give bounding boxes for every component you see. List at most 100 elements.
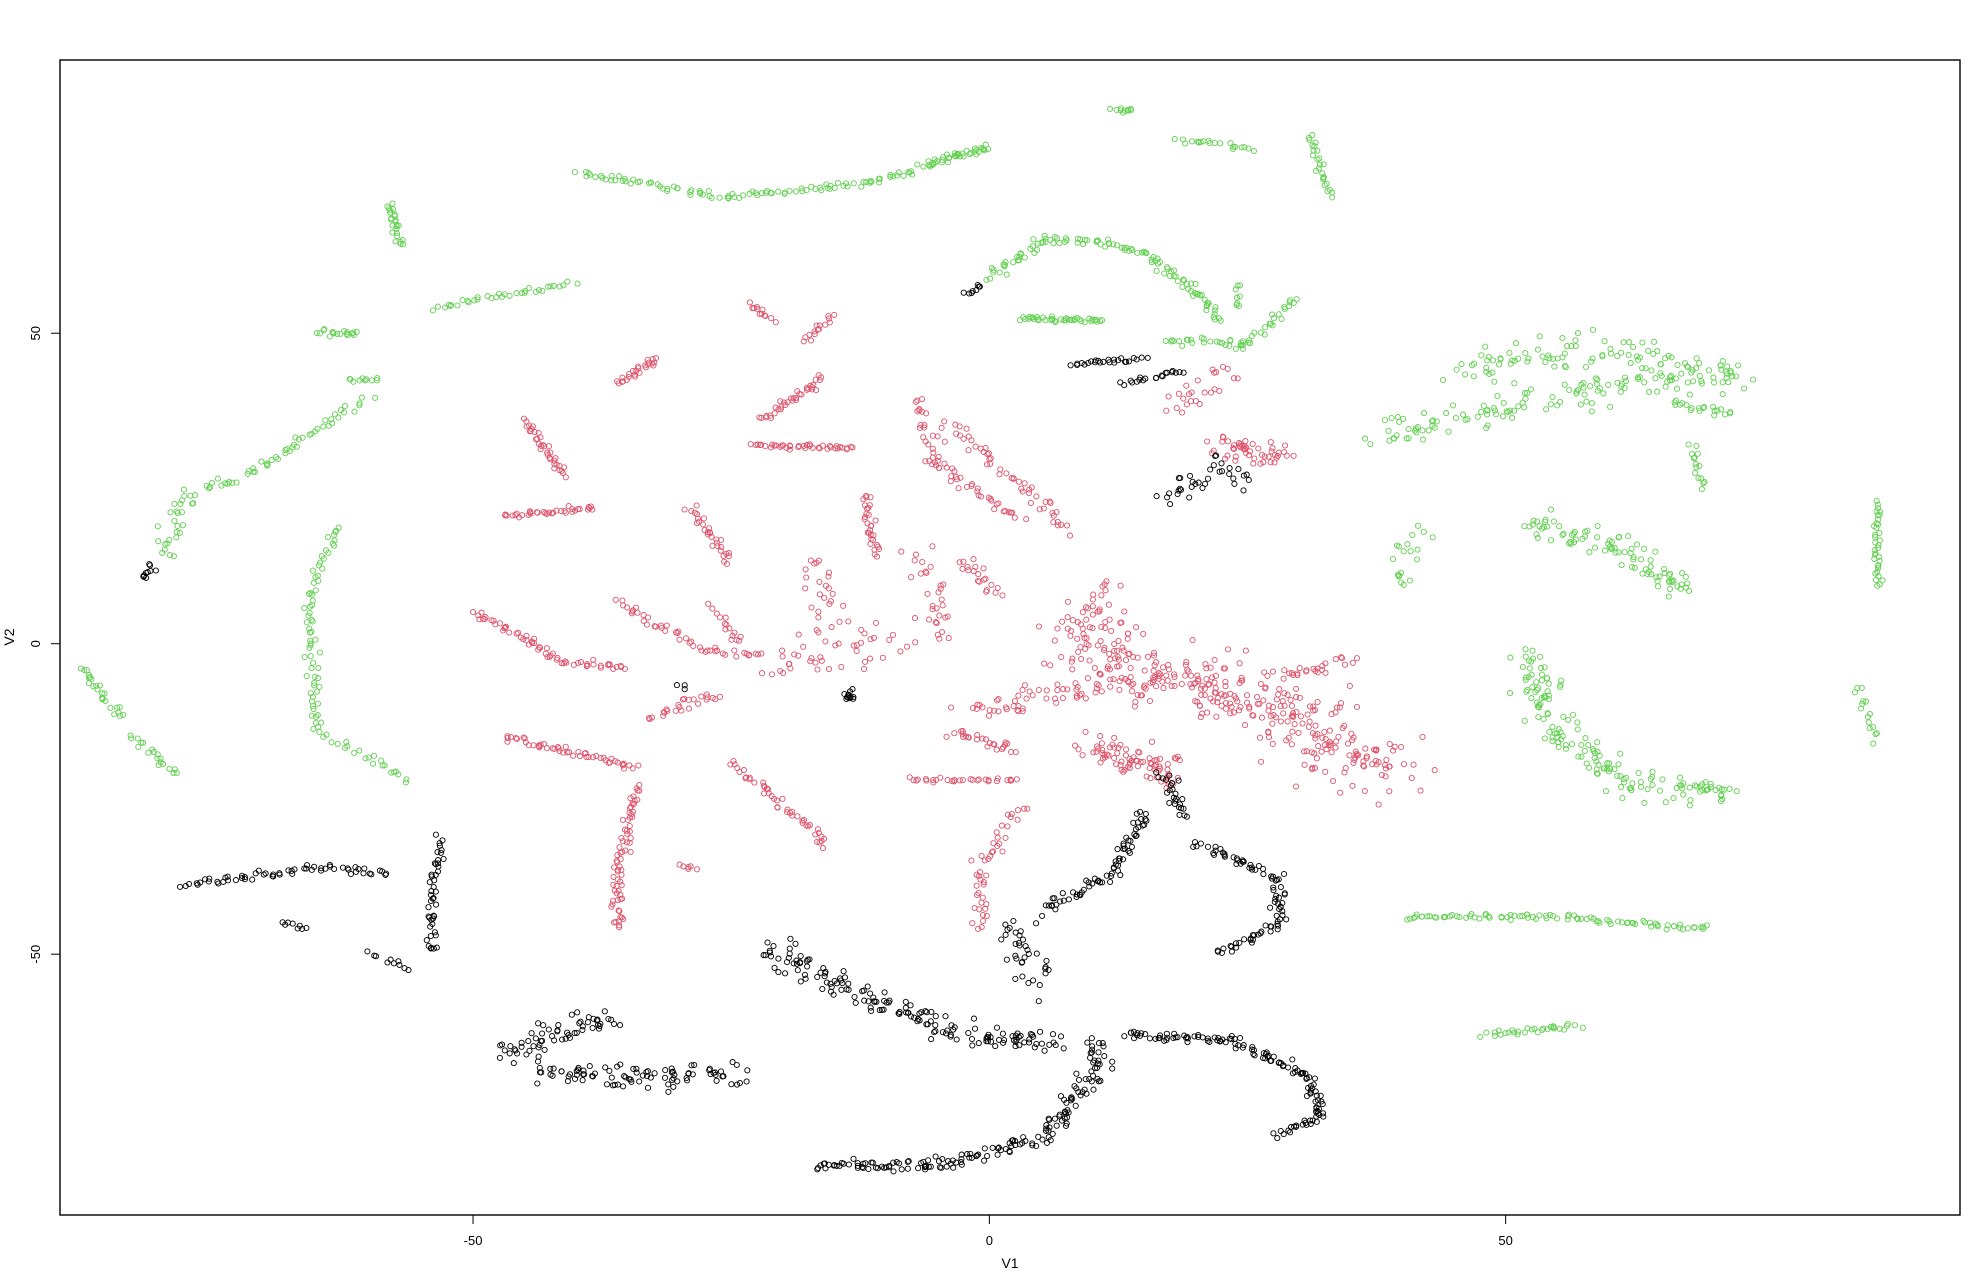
data-point: [969, 288, 976, 295]
data-point: [1670, 795, 1677, 802]
data-point: [614, 876, 621, 883]
data-point: [1257, 734, 1264, 741]
data-point: [1574, 719, 1581, 726]
data-point: [134, 735, 141, 742]
data-point: [1562, 742, 1569, 749]
data-point: [1029, 692, 1036, 699]
data-point: [1693, 365, 1700, 372]
data-point: [139, 739, 147, 746]
data-point: [1534, 346, 1542, 353]
data-point: [1572, 337, 1579, 344]
data-point: [1209, 366, 1216, 373]
data-point: [1064, 598, 1071, 605]
data-point: [523, 632, 530, 639]
data-point: [1118, 674, 1125, 681]
data-point: [1155, 672, 1162, 680]
data-point: [1511, 407, 1518, 414]
data-point: [1049, 1130, 1056, 1137]
data-point: [1323, 746, 1330, 753]
data-point: [1533, 531, 1540, 538]
data-point: [1089, 1043, 1096, 1050]
data-point: [1255, 445, 1262, 452]
data-point: [1188, 336, 1195, 343]
data-point: [938, 596, 945, 603]
data-point: [1875, 565, 1882, 572]
data-point: [1123, 746, 1130, 753]
cluster-2-19: [1210, 452, 1252, 494]
data-point: [736, 637, 743, 644]
data-point: [1153, 374, 1160, 381]
data-point: [1275, 311, 1282, 318]
data-point: [1053, 1122, 1060, 1129]
data-point: [1212, 304, 1219, 311]
data-point: [608, 172, 615, 179]
data-point: [1703, 787, 1710, 794]
data-point: [1122, 358, 1129, 365]
data-point: [922, 1166, 929, 1173]
data-point: [1097, 733, 1104, 740]
data-point: [344, 865, 351, 872]
data-point: [1251, 1052, 1258, 1059]
data-point: [1639, 339, 1646, 346]
data-point: [755, 651, 762, 658]
data-point: [1156, 763, 1163, 770]
data-point: [1166, 490, 1173, 497]
data-point: [1668, 373, 1675, 380]
data-point: [978, 852, 985, 859]
data-point: [1483, 368, 1490, 375]
data-point: [1589, 745, 1596, 753]
cluster-0-10: [1016, 313, 1106, 326]
data-point: [1577, 401, 1584, 408]
data-point: [1547, 911, 1554, 919]
data-point: [1539, 353, 1546, 360]
data-point: [429, 895, 436, 902]
data-point: [1066, 532, 1074, 539]
data-point: [1662, 799, 1669, 806]
data-point: [1220, 945, 1227, 952]
data-point: [587, 503, 595, 510]
data-point: [871, 998, 878, 1005]
data-point: [1166, 799, 1173, 806]
data-point: [589, 754, 597, 761]
data-point: [1050, 512, 1057, 519]
data-point: [1269, 445, 1276, 452]
data-point: [171, 500, 178, 507]
data-point: [312, 636, 319, 643]
data-point: [1249, 1043, 1256, 1051]
data-point: [1678, 370, 1685, 377]
cluster-0-12: [1232, 296, 1300, 352]
data-point: [1234, 698, 1241, 705]
data-point: [932, 159, 939, 166]
data-point: [1111, 734, 1118, 741]
data-point: [1245, 476, 1252, 484]
data-point: [840, 602, 847, 609]
data-point: [1585, 741, 1592, 749]
data-point: [860, 496, 867, 503]
data-point: [1117, 582, 1124, 589]
data-point: [1316, 161, 1323, 168]
data-point: [1097, 671, 1104, 678]
data-point: [886, 636, 893, 643]
data-point: [1131, 1035, 1138, 1042]
data-point: [102, 697, 109, 705]
data-point: [1132, 757, 1139, 764]
data-point: [1580, 379, 1587, 386]
data-point: [1211, 851, 1218, 858]
data-point: [1261, 453, 1268, 460]
data-point: [1251, 329, 1258, 336]
data-point: [1164, 265, 1172, 272]
data-point: [1250, 460, 1257, 467]
data-point: [777, 667, 784, 675]
data-point: [383, 870, 390, 877]
data-point: [816, 591, 823, 598]
data-point: [970, 556, 977, 563]
data-point: [83, 667, 90, 674]
data-point: [1045, 966, 1052, 973]
data-point: [1059, 695, 1066, 702]
data-point: [889, 631, 897, 638]
data-point: [1618, 349, 1625, 356]
data-point: [1498, 913, 1505, 920]
data-point: [166, 552, 174, 559]
data-point: [402, 779, 409, 786]
data-point: [1148, 259, 1155, 266]
